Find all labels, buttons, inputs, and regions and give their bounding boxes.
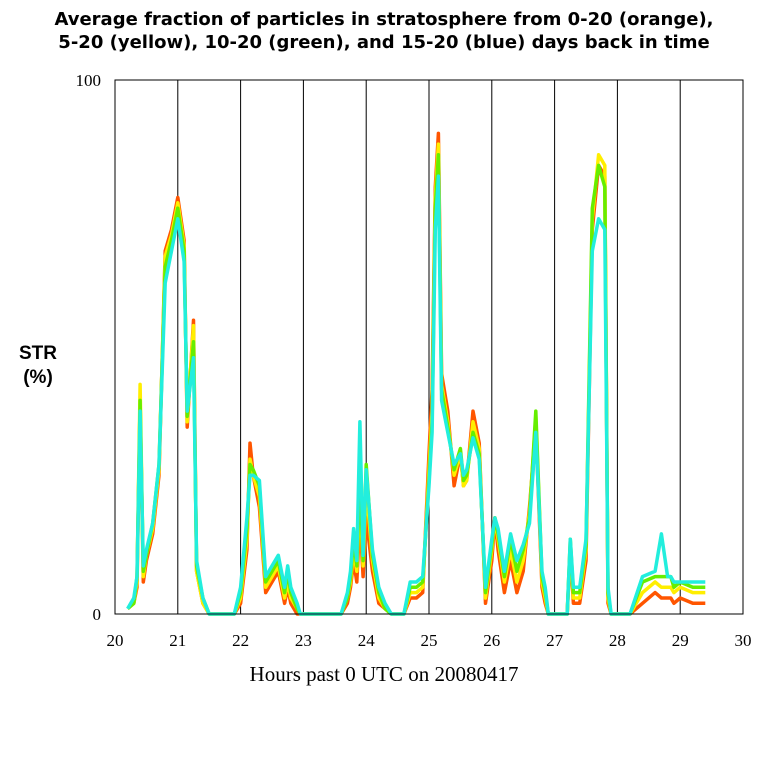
x-tick-label: 27 — [546, 631, 564, 650]
x-tick-label: 26 — [483, 631, 500, 650]
x-tick-label: 20 — [107, 631, 124, 650]
x-tick-label: 22 — [232, 631, 249, 650]
x-tick-label: 25 — [421, 631, 438, 650]
x-tick-label: 29 — [672, 631, 689, 650]
x-tick-label: 28 — [609, 631, 626, 650]
x-axis-label: Hours past 0 UTC on 20080417 — [249, 662, 519, 686]
y-axis-label: STR (%) — [8, 342, 68, 390]
x-tick-label: 30 — [735, 631, 752, 650]
chart-title-line-1: Average fraction of particles in stratos… — [54, 9, 714, 30]
series-line-yellow — [126, 142, 706, 616]
chart-title-line-2: 5-20 (yellow), 10-20 (green), and 15-20 … — [58, 32, 710, 53]
x-tick-labels: 20 21 22 23 24 25 26 27 28 29 30 — [107, 631, 752, 650]
x-tick-label: 21 — [169, 631, 186, 650]
x-tick-label: 23 — [295, 631, 312, 650]
series-line-blue — [126, 174, 706, 616]
y-axis-label-line-1: STR — [19, 343, 57, 364]
series-group — [126, 131, 706, 616]
y-axis-label-line-2: (%) — [23, 367, 53, 388]
x-tick-label: 24 — [358, 631, 376, 650]
chart-title: Average fraction of particles in stratos… — [0, 8, 768, 54]
series-line-green — [126, 153, 706, 616]
y-tick-labels: 0 100 — [76, 71, 102, 624]
y-tick-label: 100 — [76, 71, 102, 90]
plot-frame — [114, 79, 744, 615]
series-line-orange — [126, 131, 706, 616]
y-tick-label: 0 — [93, 605, 102, 624]
